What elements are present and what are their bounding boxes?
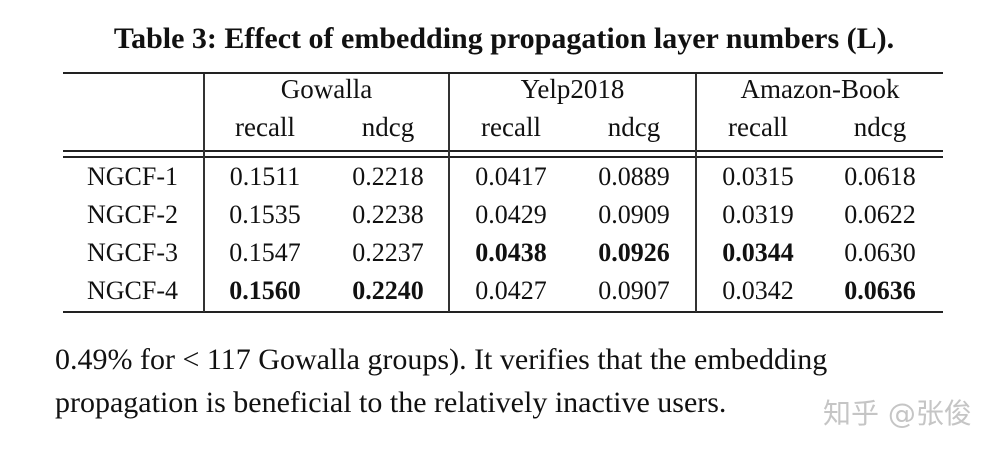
table-cell: 0.0622 (844, 200, 916, 229)
metric-header: recall (235, 112, 295, 142)
table-cell: 0.2218 (352, 162, 424, 191)
row-label: NGCF-2 (86, 200, 178, 229)
dataset-header: Gowalla (280, 74, 373, 104)
table-cell: 0.0315 (722, 162, 794, 191)
metric-header: ndcg (361, 112, 415, 142)
table-cell: 0.0342 (722, 276, 794, 305)
table-cell: 0.1511 (229, 162, 301, 191)
table-cell: 0.1535 (229, 200, 301, 229)
table-cell: 0.0889 (598, 162, 670, 191)
dataset-header: Yelp2018 (520, 74, 625, 104)
table-cell: 0.0344 (722, 238, 794, 267)
table-cell: 0.1547 (229, 238, 301, 267)
table-caption: Table 3: Effect of embedding propagation… (113, 22, 895, 55)
table-cell: 0.1560 (229, 276, 301, 305)
table-cell: 0.2237 (352, 238, 424, 267)
top-rule (63, 72, 943, 74)
paragraph-line: 0.49% for < 117 Gowalla groups). It veri… (55, 343, 828, 376)
row-label: NGCF-1 (86, 162, 178, 191)
table-cell: 0.0427 (475, 276, 547, 305)
table-cell: 0.0417 (475, 162, 547, 191)
bottom-rule (63, 311, 943, 313)
row-label: NGCF-3 (86, 238, 178, 267)
table-cell: 0.0319 (722, 200, 794, 229)
table-cell: 0.0907 (598, 276, 670, 305)
table-cell: 0.0926 (598, 238, 670, 267)
row-label: NGCF-4 (86, 276, 178, 305)
watermark: 知乎 @张俊 (823, 397, 972, 430)
table-cell: 0.2240 (352, 276, 424, 305)
table-cell: 0.0909 (598, 200, 670, 229)
metric-header: ndcg (607, 112, 661, 142)
column-divider (448, 74, 450, 312)
metric-header: recall (728, 112, 788, 142)
table-cell: 0.2238 (352, 200, 424, 229)
column-divider (203, 74, 205, 312)
metric-header: recall (481, 112, 541, 142)
table-cell: 0.0618 (844, 162, 916, 191)
table-cell: 0.0630 (844, 238, 916, 267)
dataset-header: Amazon-Book (740, 74, 900, 104)
table-cell: 0.0636 (844, 276, 916, 305)
paragraph-line: propagation is beneficial to the relativ… (55, 386, 727, 419)
column-divider (695, 74, 697, 312)
table-cell: 0.0429 (475, 200, 547, 229)
header-rule-1 (63, 150, 943, 152)
header-rule-2 (63, 156, 943, 158)
metric-header: ndcg (853, 112, 907, 142)
table-cell: 0.0438 (475, 238, 547, 267)
